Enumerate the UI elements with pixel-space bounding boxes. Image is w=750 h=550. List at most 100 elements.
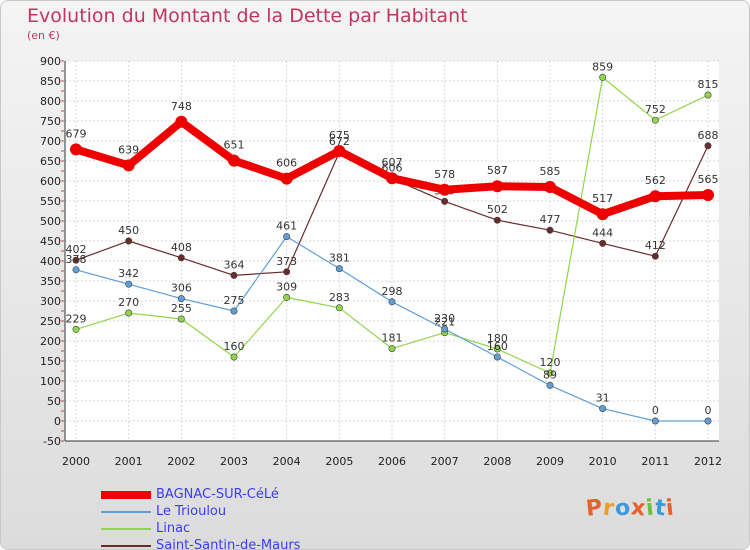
y-tick-label: 700 [40,135,61,148]
data-label: 402 [66,243,87,256]
x-tick-label: 2004 [273,455,301,468]
data-point [441,325,449,333]
data-label: 562 [645,174,666,187]
data-label: 89 [543,368,557,381]
data-point [72,256,80,264]
data-label: 752 [645,103,666,116]
data-label: 748 [171,100,192,113]
data-point [230,271,238,279]
proxiti-logo: Proxiti [585,495,676,522]
data-point [388,345,396,353]
data-label: 688 [698,129,719,142]
data-point [441,197,449,205]
legend-label: BAGNAC-SUR-CéLé [156,487,279,502]
y-tick-label: -50 [43,435,61,448]
data-label: 181 [382,332,403,345]
data-label: 160 [487,340,508,353]
data-label: 517 [592,192,613,205]
data-point [70,143,82,156]
data-label: 255 [171,302,192,315]
data-label: 306 [171,282,192,295]
x-tick-label: 2011 [641,455,669,468]
data-label: 679 [66,127,87,140]
data-point [596,208,609,221]
data-point [651,417,659,425]
data-label: 587 [487,164,508,177]
data-label: 585 [540,165,561,178]
data-point [230,353,238,361]
data-label: 342 [118,267,139,280]
data-label: 381 [329,252,350,265]
data-point [651,252,659,260]
y-tick-label: 250 [40,315,61,328]
data-label: 565 [698,173,719,186]
y-tick-label: 900 [40,55,61,68]
x-tick-label: 2005 [325,455,353,468]
data-label: 298 [382,285,403,298]
data-point [177,254,185,262]
x-tick-label: 2012 [694,455,722,468]
data-label: 230 [434,312,455,325]
y-tick-label: 0 [54,415,61,428]
data-point [335,304,343,312]
data-point [72,325,80,333]
y-tick-label: 750 [40,115,61,128]
data-point [177,295,185,303]
y-tick-label: 200 [40,335,61,348]
data-label: 0 [652,404,659,417]
data-point [599,73,607,81]
x-tick-label: 2009 [536,455,564,468]
data-label: 859 [592,60,613,73]
x-tick-label: 2006 [378,455,406,468]
data-point [333,145,346,157]
x-tick-label: 2003 [220,455,248,468]
data-point [649,190,662,203]
data-label: 373 [276,255,297,268]
data-point [546,226,554,234]
y-tick-label: 600 [40,175,61,188]
x-tick-label: 2007 [431,455,459,468]
data-label: 275 [224,294,245,307]
legend-label: Le Trioulou [156,504,227,519]
data-point [386,172,398,185]
data-point [283,293,291,301]
data-point [280,172,293,185]
chart-unit-label: (en €) [27,29,60,42]
legend-swatch [101,528,151,530]
data-label: 120 [540,356,561,369]
data-label: 364 [224,258,245,271]
data-point [125,280,133,288]
y-tick-label: 650 [40,155,61,168]
data-point [599,405,607,413]
data-point [72,266,80,274]
data-label: 606 [276,157,297,170]
data-label: 378 [66,253,87,266]
x-tick-label: 2008 [483,455,511,468]
data-point [493,345,501,353]
data-label: 221 [434,316,455,329]
data-point [544,181,556,193]
legend-swatch [101,511,151,513]
data-label: 672 [329,135,350,148]
data-point [228,154,240,167]
y-tick-label: 800 [40,95,61,108]
data-point [704,91,712,99]
data-label: 444 [592,226,613,239]
x-tick-label: 2002 [167,455,195,468]
data-label: 815 [698,78,719,91]
data-label: 31 [596,392,610,405]
data-point [175,115,188,128]
y-tick-label: 50 [47,395,61,408]
data-label: 461 [276,220,297,233]
data-label: 412 [645,239,666,252]
data-label: 160 [224,340,245,353]
data-point [704,417,712,425]
data-label: 639 [118,143,139,156]
data-point [122,159,135,172]
legend-label: Linac [156,521,191,536]
data-label: 283 [329,291,350,304]
data-label: 229 [66,312,87,325]
data-point [283,268,291,276]
